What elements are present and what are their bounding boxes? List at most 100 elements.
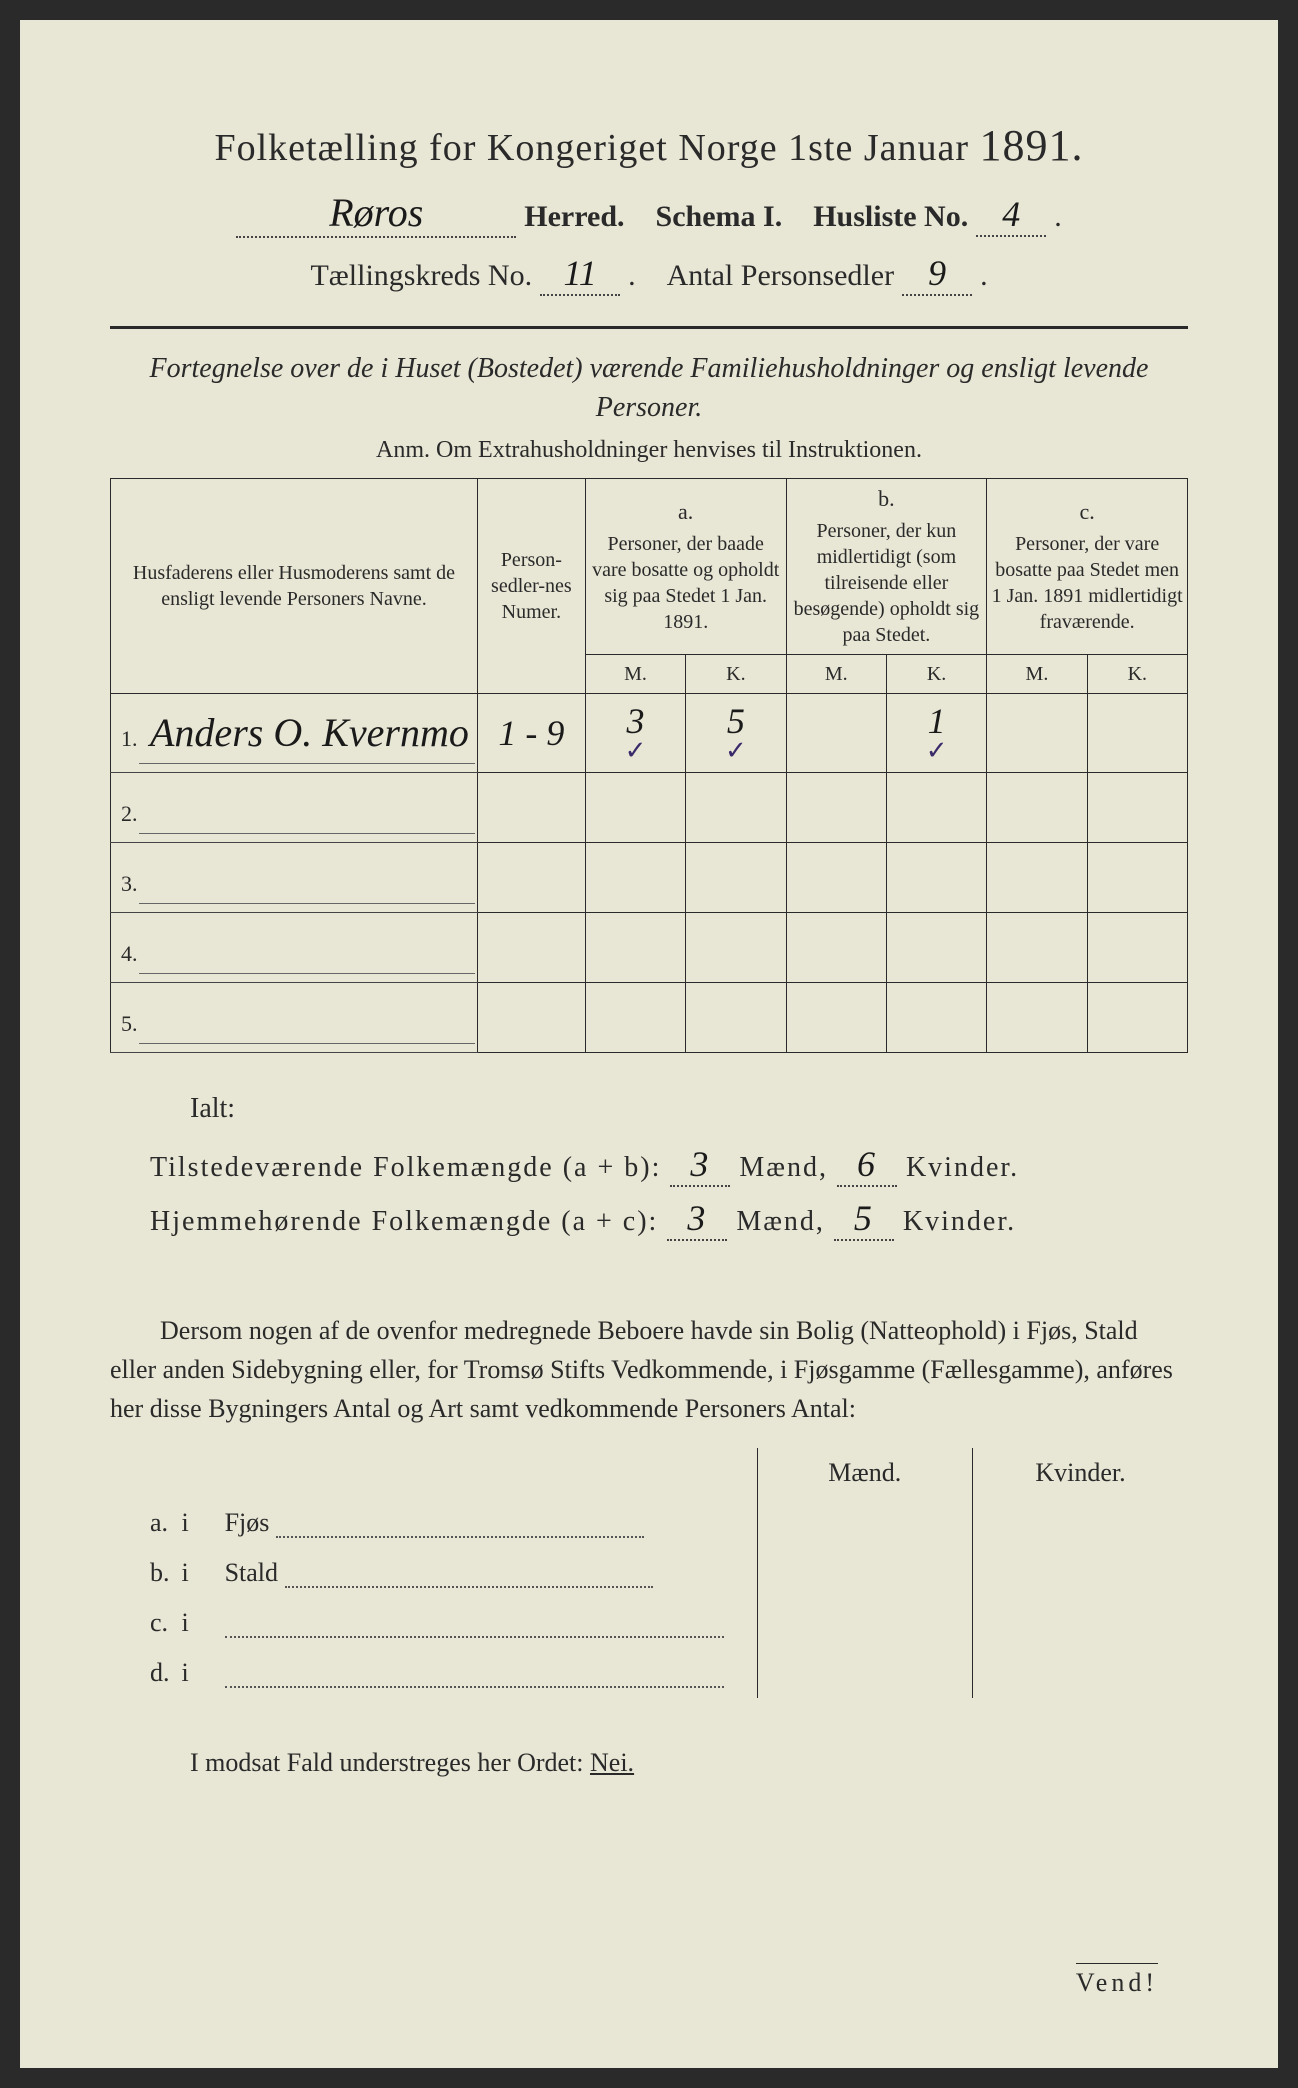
cell-name: 5. — [111, 982, 478, 1052]
cell-a-k — [686, 912, 786, 982]
building-row: b.iStald — [110, 1548, 1188, 1598]
building-table: Mænd. Kvinder. a.iFjøs b.iStald c.i d.i — [110, 1448, 1188, 1698]
cell-a-k: 5✓ — [686, 693, 786, 772]
building-row: c.i — [110, 1598, 1188, 1648]
cell-a-k — [686, 772, 786, 842]
bot-letter: b. — [110, 1548, 176, 1598]
table-row: 5. — [111, 982, 1188, 1052]
cell-a-m — [585, 982, 685, 1052]
cell-numer — [477, 912, 585, 982]
cell-name: 4. — [111, 912, 478, 982]
cell-a-k — [686, 842, 786, 912]
cell-b-m — [786, 693, 886, 772]
bot-i: i — [176, 1498, 219, 1548]
kreds-label: Tællingskreds No. — [310, 259, 532, 293]
cell-a-m — [585, 912, 685, 982]
cell-c-k — [1087, 842, 1187, 912]
anm-note: Anm. Om Extrahusholdninger henvises til … — [110, 437, 1188, 464]
bot-name — [219, 1598, 757, 1648]
cell-a-k — [686, 982, 786, 1052]
bot-m — [757, 1498, 972, 1548]
title-year: 1891. — [980, 121, 1084, 170]
bottom-maend: Mænd. — [757, 1448, 972, 1498]
bot-letter: d. — [110, 1648, 176, 1698]
census-form-page: Folketælling for Kongeriget Norge 1ste J… — [20, 20, 1278, 2068]
totals-resident: Hjemmehørende Folkemængde (a + c): 3 Mæn… — [150, 1197, 1188, 1241]
col-name: Husfaderens eller Husmoderens samt de en… — [111, 479, 478, 694]
kreds-value: 11 — [563, 253, 596, 293]
bot-letter: c. — [110, 1598, 176, 1648]
table-row: 1. Anders O. Kvernmo1 - 93✓5✓ 1✓ — [111, 693, 1188, 772]
cell-c-m — [987, 772, 1087, 842]
resident-m: 3 — [687, 1198, 707, 1238]
cell-a-m — [585, 772, 685, 842]
bot-k — [973, 1648, 1188, 1698]
bot-k — [973, 1598, 1188, 1648]
cell-numer — [477, 772, 585, 842]
antal-value: 9 — [928, 253, 946, 293]
bottom-kvinder: Kvinder. — [973, 1448, 1188, 1498]
col-b-k: K. — [886, 654, 986, 693]
col-b-m: M. — [786, 654, 886, 693]
bot-m — [757, 1548, 972, 1598]
bot-i: i — [176, 1548, 219, 1598]
cell-b-m — [786, 982, 886, 1052]
cell-numer: 1 - 9 — [477, 693, 585, 772]
bot-m — [757, 1598, 972, 1648]
kreds-line: Tællingskreds No. 11 . Antal Personsedle… — [110, 252, 1188, 296]
cell-c-k — [1087, 693, 1187, 772]
cell-b-k — [886, 772, 986, 842]
bot-k — [973, 1498, 1188, 1548]
bot-name: Fjøs — [219, 1498, 757, 1548]
col-c-m: M. — [987, 654, 1087, 693]
antal-label: Antal Personsedler — [667, 259, 894, 293]
col-b: b. Personer, der kun midlertidigt (som t… — [786, 479, 987, 655]
table-row: 3. — [111, 842, 1188, 912]
cell-name: 2. — [111, 772, 478, 842]
bot-i: i — [176, 1598, 219, 1648]
cell-b-k: 1✓ — [886, 693, 986, 772]
cell-c-k — [1087, 912, 1187, 982]
cell-a-m — [585, 842, 685, 912]
vend-label: Vend! — [1076, 1963, 1158, 1998]
col-numer: Person-sedler-nes Numer. — [477, 479, 585, 694]
ialt-label: Ialt: — [190, 1093, 1188, 1125]
herred-value: Røros — [329, 190, 423, 235]
present-k: 6 — [857, 1144, 877, 1184]
bot-m — [757, 1648, 972, 1698]
bot-k — [973, 1548, 1188, 1598]
cell-c-m — [987, 982, 1087, 1052]
cell-b-m — [786, 912, 886, 982]
nei-text: I modsat Fald understreges her Ordet: — [190, 1748, 584, 1777]
bot-letter: a. — [110, 1498, 176, 1548]
cell-c-m — [987, 693, 1087, 772]
cell-numer — [477, 842, 585, 912]
household-table: Husfaderens eller Husmoderens samt de en… — [110, 478, 1188, 1053]
cell-numer — [477, 982, 585, 1052]
col-c-k: K. — [1087, 654, 1187, 693]
cell-b-k — [886, 842, 986, 912]
herred-line: Røros Herred. Schema I. Husliste No. 4 . — [110, 189, 1188, 238]
present-label: Tilstedeværende Folkemængde (a + b): — [150, 1152, 661, 1183]
resident-label: Hjemmehørende Folkemængde (a + c): — [150, 1206, 658, 1237]
cell-b-m — [786, 842, 886, 912]
cell-c-m — [987, 912, 1087, 982]
building-row: d.i — [110, 1648, 1188, 1698]
title-prefix: Folketælling for Kongeriget Norge 1ste J… — [214, 127, 969, 169]
table-row: 4. — [111, 912, 1188, 982]
kvinder-label: Kvinder. — [906, 1152, 1019, 1183]
kvinder-label-2: Kvinder. — [903, 1206, 1016, 1237]
cell-c-k — [1087, 772, 1187, 842]
cell-name: 3. — [111, 842, 478, 912]
husliste-value: 4 — [1002, 194, 1020, 234]
divider — [110, 326, 1188, 329]
bot-name: Stald — [219, 1548, 757, 1598]
cell-a-m: 3✓ — [585, 693, 685, 772]
husliste-label: Husliste No. — [813, 200, 968, 234]
nei-word: Nei. — [590, 1748, 634, 1777]
building-row: a.iFjøs — [110, 1498, 1188, 1548]
schema-label: Schema I. — [656, 200, 783, 234]
cell-c-m — [987, 842, 1087, 912]
cell-name: 1. Anders O. Kvernmo — [111, 693, 478, 772]
maend-label: Mænd, — [739, 1152, 828, 1183]
